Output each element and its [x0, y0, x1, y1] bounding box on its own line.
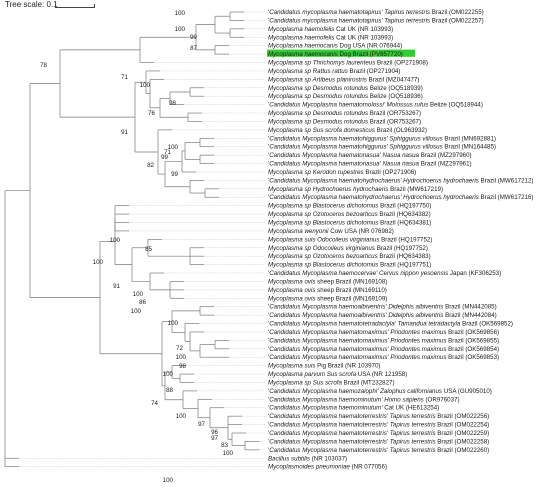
tip-label: Mycoplasma haemofelis Cat UK (NR 103993) [268, 26, 393, 33]
bootstrap-value: 88 [166, 387, 173, 394]
tip-label: Mycoplasmoides pneumoniae (NR 077056) [268, 464, 387, 471]
bootstrap-value: 72 [176, 345, 183, 352]
tip-label: 'Candidatus Mycoplasma haemominutum' Hom… [268, 396, 460, 403]
bootstrap-value: 100 [163, 477, 174, 484]
tip-label: Mycoplasma sp Blastocerus dichotomus Bra… [268, 262, 431, 269]
bootstrap-value: 71 [121, 74, 128, 81]
bootstrap-value: 99 [171, 171, 178, 178]
bootstrap-value: 91 [113, 283, 120, 290]
bootstrap-value: 82 [147, 162, 154, 169]
tip-label: Mycoplasma wenyonii Cow USA (NR 076982) [268, 228, 394, 235]
bootstrap-value: 100 [175, 26, 186, 33]
tip-label: 'Candidatus Mycoplasma haemoalbiventris'… [268, 304, 497, 311]
bootstrap-value: 100 [163, 371, 174, 378]
tip-label: Mycoplasma suis Odocoileus virginianus B… [268, 236, 432, 243]
bootstrap-value: 87 [190, 45, 197, 52]
bootstrap-labels: 1001009987787110098769110071998299100851… [40, 10, 233, 484]
bootstrap-value: 96 [211, 429, 218, 436]
tip-label: 'Candidatus Mycoplasma haematohiggurus' … [268, 144, 496, 151]
tree-scale-bar [55, 4, 95, 8]
tip-label: 'Candidatus Mycoplasma haematoterrestris… [268, 447, 489, 454]
bootstrap-value: 99 [190, 34, 197, 41]
tip-label: Mycoplasma sp Sus scrofa Brazil (MT23282… [268, 379, 395, 386]
bootstrap-value: 100 [168, 320, 179, 327]
tip-label: 'Candidatus Mycoplasma haemoalbiventris'… [268, 312, 497, 319]
tip-label: 'Candidatus Mycoplasma haematohydrochaer… [268, 177, 533, 184]
bootstrap-value: 100 [168, 144, 179, 151]
tip-label: Mycoplasma sp Ozotoceros bezoarticus Bra… [268, 253, 431, 260]
tip-label: 'Candidatus Mycoplasma haematoterrestris… [268, 422, 489, 429]
tip-label: 'Candidatus mycoplasma haematotapirus' T… [268, 17, 484, 24]
tree-branches [4, 11, 265, 468]
tip-label: 'Candidatus Mycoplasma haemocervae' Cerv… [268, 270, 501, 277]
tip-label: Mycoplasma haemocanis Dog Brazil (PV8577… [268, 51, 403, 58]
tip-label: 'Candidatus Mycoplasma haemozalophi' Zal… [268, 388, 492, 395]
tip-label: 'Candidatus Mycoplasma haematomaximus' P… [268, 337, 499, 344]
tip-label: 'Candidatus Mycoplasma haematomaximus' P… [268, 329, 499, 336]
bootstrap-value: 76 [148, 110, 155, 117]
tip-label: Mycoplasma haemofelis Cat UK (NR 103993) [268, 34, 393, 41]
tip-label: Bacillus subtilis (NR 103037) [268, 455, 347, 462]
bootstrap-value: 71 [164, 149, 171, 156]
bootstrap-value: 78 [40, 62, 47, 69]
tip-label: Mycoplasma sp Thrichomys laurenteus Braz… [268, 60, 428, 67]
bootstrap-value: 100 [131, 308, 142, 315]
tip-label: 'Candidatus Mycoplasma haematonasua' Nas… [268, 152, 472, 159]
tip-label: 'Candidatus Mycoplasma haemominutum' Cat… [268, 405, 439, 412]
tip-label: 'Candidatus mycoplasma haematotapirus' T… [268, 9, 484, 16]
tree-scale-label: Tree scale: 0.1 [5, 0, 58, 9]
tip-label: Mycoplasma sp Rattus rattus Brazil (OP27… [268, 68, 400, 75]
tip-label: Mycoplasma sp Blastocerus dichotomus Bra… [268, 203, 431, 210]
bootstrap-value: 83 [221, 442, 228, 449]
tip-label: 'Candidatus Mycoplasma haematoterrestris… [268, 430, 489, 437]
tip-label: Mycoplasma sp Blastocerus dichotomus Bra… [268, 220, 431, 227]
tip-label: 'Candidatus Mycoplasma haematoterrestris… [268, 413, 489, 420]
tip-label: Mycoplasma sp Hydrochoerus hydrochaeris … [268, 186, 443, 193]
bootstrap-value: 100 [140, 82, 151, 89]
bootstrap-value: 86 [139, 299, 146, 306]
tip-label: 'Candidatus Mycoplasma haematomaximus' P… [268, 354, 499, 361]
tip-label: 'Candidatus Mycoplasma haematohiggurus' … [268, 135, 496, 142]
tip-label: 'Candidatus Mycoplasma haematohydrochaer… [268, 194, 533, 201]
tip-label: Mycoplasma ovis sheep Brazil (MN169110) [268, 287, 387, 294]
tip-label: Mycoplasma sp Ozotoceros bezoarticus Bra… [268, 211, 431, 218]
tip-label: Mycoplasma parvum Sus scrofa USA (NR 121… [268, 371, 407, 378]
tip-label: 'Candidatus Mycoplasma haematoterrestris… [268, 438, 489, 445]
tip-label: Mycoplasma sp Artibeus planirostris Braz… [268, 76, 419, 83]
tip-label: Mycoplasma sp Desmodus rotundus Belize (… [268, 85, 423, 92]
tip-label: 'Candidatus Mycoplasma haematomolossi' M… [268, 102, 483, 109]
tree-tip-labels: 'Candidatus mycoplasma haematotapirus' T… [267, 9, 533, 471]
bootstrap-value: 100 [176, 413, 187, 420]
bootstrap-value: 100 [133, 291, 144, 298]
highlight-box [267, 49, 415, 57]
tip-label: Mycoplasma haemocanis Dog USA (NR 076944… [268, 43, 402, 50]
bootstrap-value: 100 [176, 354, 187, 361]
tip-label: Mycoplasma sp Desmodus rotundus Belize (… [268, 93, 423, 100]
bootstrap-value: 97 [198, 421, 205, 428]
tip-label: 'Candidatus Mycoplasma haematotetradacty… [268, 321, 513, 328]
bootstrap-value: 98 [169, 100, 176, 107]
bootstrap-value: 100 [223, 450, 234, 457]
tip-label: Mycoplasma sp Desmodus rotundus Brazil (… [268, 118, 421, 125]
bootstrap-value: 99 [161, 154, 168, 161]
bootstrap-value: 91 [121, 129, 128, 136]
bootstrap-value: 98 [179, 363, 186, 370]
tip-label: Mycoplasma ovis sheep Brazil (MN169108) [268, 278, 387, 285]
bootstrap-value: 97 [211, 435, 218, 442]
tip-label: Mycoplasma ovis sheep Brazil (MN169109) [268, 295, 387, 302]
bootstrap-value: 85 [145, 246, 152, 253]
tip-label: 'Candidatus Mycoplasma haematonasua' Nas… [268, 161, 472, 168]
tip-label: Mycoplasma sp Desmodus rotundus Brazil (… [268, 110, 421, 117]
tip-label: Mycoplasma sp Odocoileus virginianus Bra… [268, 245, 428, 252]
tip-label: Mycoplasma suis Pig Brazil (NR 103970) [268, 363, 380, 370]
tip-label: Mycoplasma sp Sus scrofa domesticus Braz… [268, 127, 427, 134]
bootstrap-value: 100 [175, 10, 186, 17]
tip-label: Mycoplasma sp Kerodon rupestres Brazil (… [268, 169, 416, 176]
tip-label: 'Candidatus Mycoplasma haematomaximus' P… [268, 346, 499, 353]
bootstrap-value: 100 [110, 237, 121, 244]
bootstrap-value: 74 [151, 400, 158, 407]
bootstrap-value: 100 [93, 259, 104, 266]
